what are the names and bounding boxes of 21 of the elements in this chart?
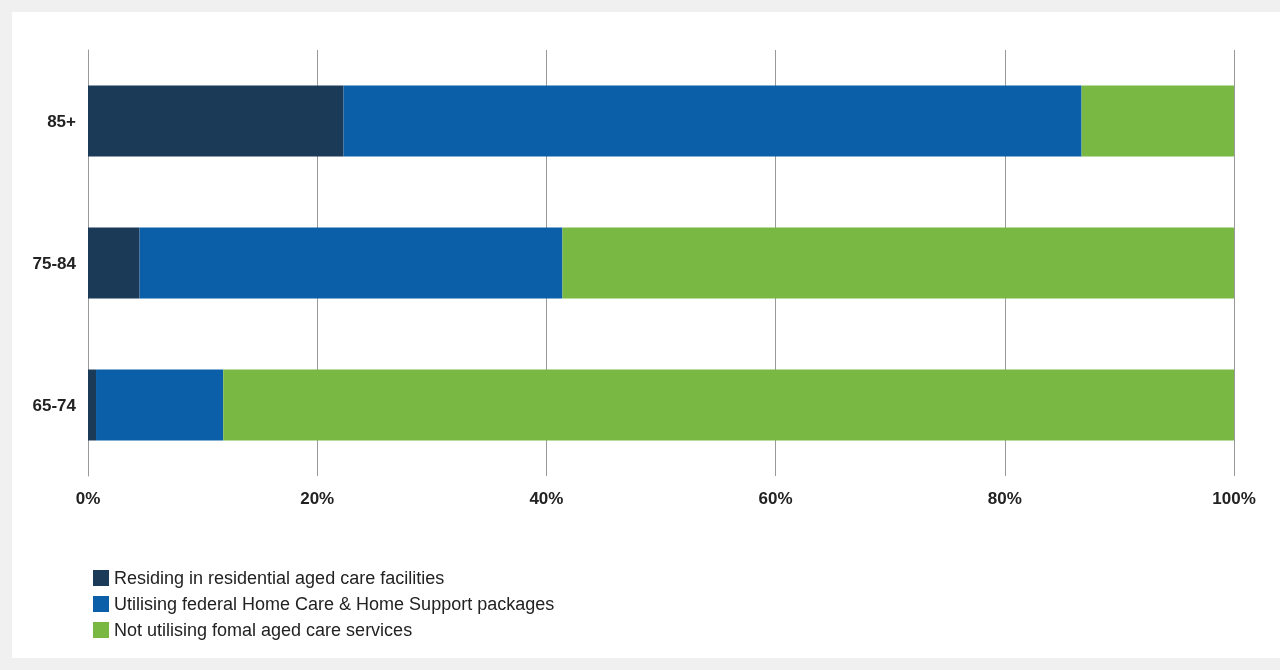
x-tick-label: 40% [529,489,564,508]
bar [88,85,344,157]
bar [88,369,97,441]
bar [96,369,224,441]
legend-label: Utilising federal Home Care & Home Support packages [114,594,555,614]
x-tick-label: 60% [758,489,793,508]
x-tick-label: 100% [1212,489,1256,508]
x-tick-label: 80% [987,489,1022,508]
bar [223,369,1234,441]
x-tick-label: 0% [75,489,101,508]
bar [343,85,1082,157]
bar [139,227,563,299]
y-tick-label: 85+ [47,111,77,131]
legend-label: Residing in residential aged care facilities [114,568,445,588]
y-tick-label: 65-74 [32,395,77,415]
y-tick-label: 75-84 [32,253,77,273]
bar [88,227,140,299]
legend-label: Not utilising fomal aged care services [114,620,413,640]
x-tick-label: 20% [300,489,335,508]
bar [562,227,1234,299]
bar [1081,85,1234,157]
